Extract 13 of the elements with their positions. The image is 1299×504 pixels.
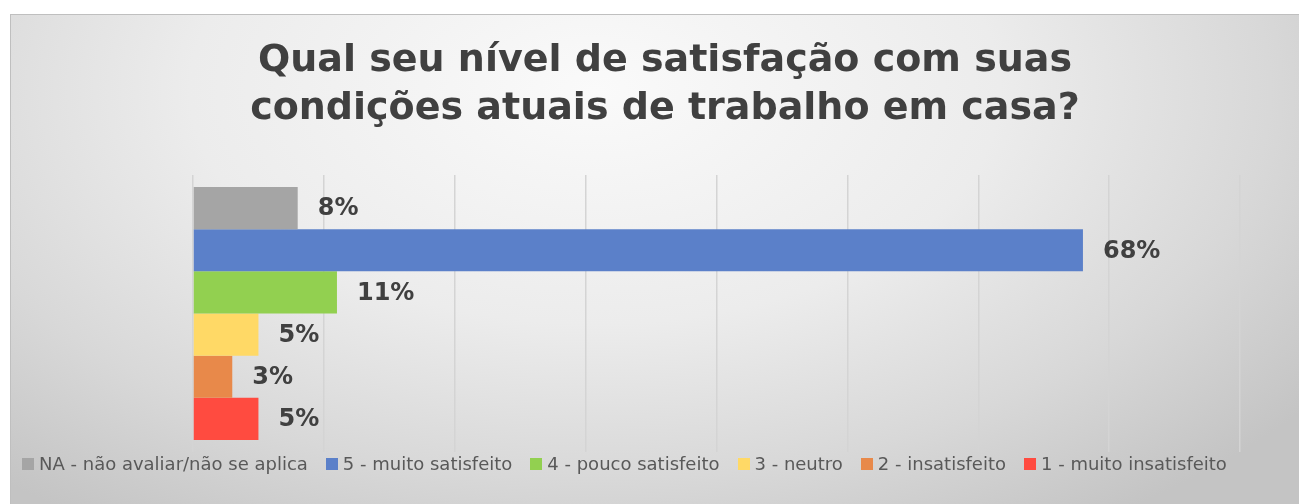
legend-label: 5 - muito satisfeito [342, 453, 513, 474]
legend-label: 4 - pouco satisfeito [547, 453, 720, 474]
data-label: 68% [1102, 235, 1161, 264]
data-label: 8% [317, 193, 359, 222]
data-label: 5% [278, 319, 320, 348]
chart-title: Qual seu nível de satisfação com suas condições atuais de trabalho em casa? [249, 35, 1081, 130]
data-label: 5% [278, 404, 320, 433]
data-label: 3% [252, 361, 294, 390]
legend-label: 3 - neutro [754, 453, 843, 474]
data-label: 11% [356, 277, 415, 306]
legend-label: 1 - muito insatisfeito [1041, 453, 1227, 474]
legend-label: 2 - insatisfeito [877, 453, 1006, 474]
legend-label: NA - não avaliar/não se aplica [39, 453, 308, 474]
